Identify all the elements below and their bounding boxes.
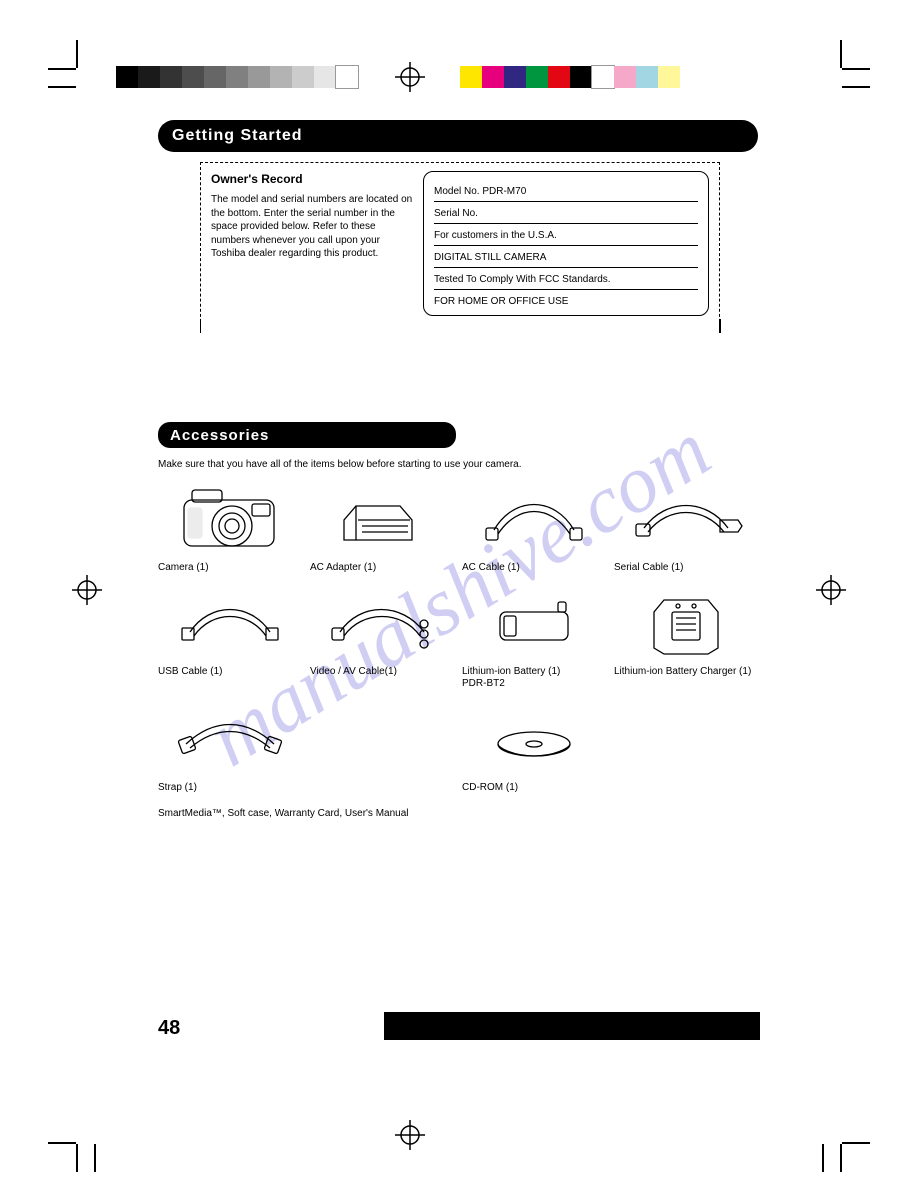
item-camera: Camera (1) (158, 484, 302, 574)
reg-double-tl (62, 64, 80, 108)
owner-record-text: Owner's Record The model and serial numb… (211, 171, 413, 322)
item-label: Strap (1) (158, 782, 302, 794)
camera-icon (170, 484, 290, 556)
item-label: USB Cable (1) (158, 666, 302, 678)
cable-icon (626, 484, 746, 556)
section-title: Getting Started (172, 127, 303, 145)
content-area: Getting Started Owner's Record The model… (158, 120, 758, 819)
item-label: Camera (1) (158, 562, 302, 574)
owner-field-serial: Serial No. (434, 202, 698, 224)
page-number: 48 (158, 1017, 180, 1040)
cable-icon (170, 588, 290, 660)
item-strap: Strap (1) (158, 704, 302, 794)
accessories-footnote: SmartMedia™, Soft case, Warranty Card, U… (158, 808, 758, 819)
item-label: CD-ROM (1) (462, 782, 606, 794)
owner-record-fields: Model No. PDR-M70 Serial No. For custome… (423, 171, 709, 316)
accessories-heading: Accessories (170, 427, 269, 444)
color-bar (460, 66, 680, 88)
owner-record-body: The model and serial numbers are located… (211, 193, 413, 261)
item-ac-adapter: AC Adapter (1) (310, 484, 454, 574)
owner-field-product: DIGITAL STILL CAMERA (434, 246, 698, 268)
item-ac-cable: AC Cable (1) (462, 484, 606, 574)
page-root: manualshive.com Getting Started Owner's … (0, 0, 918, 1188)
owner-field-region: For customers in the U.S.A. (434, 224, 698, 246)
item-av-cable: Video / AV Cable(1) (310, 588, 454, 690)
registration-target-right (816, 575, 846, 605)
item-label: Lithium-ion Battery (1) PDR-BT2 (462, 666, 606, 690)
owner-record-heading: Owner's Record (211, 171, 413, 187)
cd-icon (474, 704, 594, 776)
battery-icon (474, 588, 594, 660)
item-spacer (310, 704, 454, 794)
item-label: AC Cable (1) (462, 562, 606, 574)
registration-target-bottom (395, 1120, 425, 1150)
adapter-icon (322, 484, 442, 556)
cable-icon (474, 484, 594, 556)
owner-field-model: Model No. PDR-M70 (434, 180, 698, 202)
footer-black-bar (384, 1012, 760, 1040)
owner-record-box: Owner's Record The model and serial numb… (200, 162, 720, 332)
registration-target-top (395, 62, 425, 92)
cable-icon (322, 588, 442, 660)
strap-icon (170, 704, 290, 776)
accessories-lead: Make sure that you have all of the items… (158, 458, 758, 472)
item-label: AC Adapter (1) (310, 562, 454, 574)
item-label: Serial Cable (1) (614, 562, 758, 574)
section-title-bar: Getting Started (158, 120, 758, 152)
accessories-title-bar: Accessories (158, 422, 456, 448)
item-usb-cable: USB Cable (1) (158, 588, 302, 690)
registration-target-left (72, 575, 102, 605)
item-cd-rom: CD-ROM (1) (462, 704, 606, 794)
accessories-grid: Camera (1) AC Adapter (1) AC Cable (1) S… (158, 484, 758, 794)
item-label: Lithium-ion Battery Charger (1) (614, 666, 758, 678)
gray-step-wedge (116, 66, 358, 88)
item-serial-cable: Serial Cable (1) (614, 484, 758, 574)
item-label: Video / AV Cable(1) (310, 666, 454, 678)
item-battery-charger: Lithium-ion Battery Charger (1) (614, 588, 758, 690)
item-battery: Lithium-ion Battery (1) PDR-BT2 (462, 588, 606, 690)
owner-field-fcc: Tested To Comply With FCC Standards. (434, 268, 698, 290)
charger-icon (626, 588, 746, 660)
owner-field-use: FOR HOME OR OFFICE USE (434, 290, 698, 313)
